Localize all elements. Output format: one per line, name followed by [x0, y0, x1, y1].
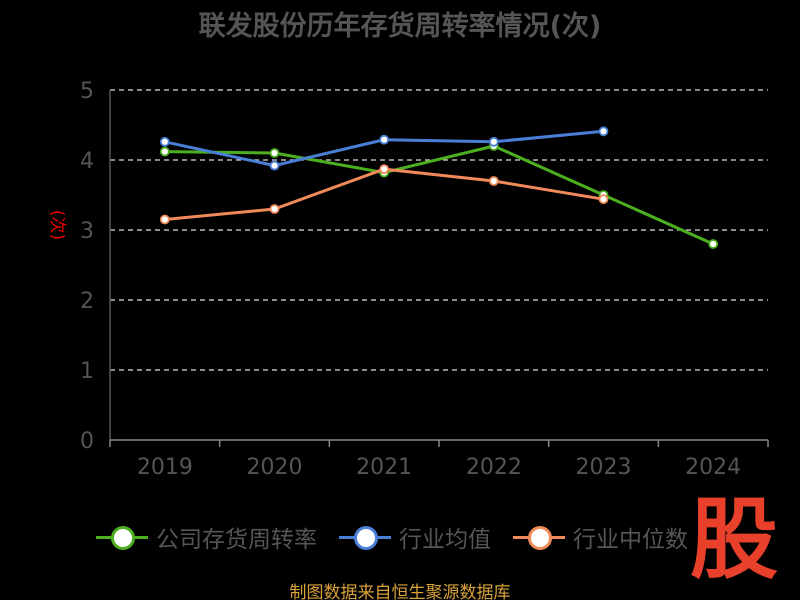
y-tick-label: 4 [80, 149, 94, 174]
legend-swatch-industry-mean [339, 525, 391, 550]
data-point [269, 204, 280, 214]
x-tick-label: 2021 [356, 455, 412, 480]
x-tick-label: 2019 [137, 455, 193, 480]
legend-swatch-industry-median [513, 525, 565, 550]
y-tick-label: 1 [80, 359, 94, 384]
data-point [159, 214, 170, 225]
legend: 公司存货周转率 行业均值 行业中位数 [96, 520, 710, 554]
watermark-logo: 股 [690, 488, 779, 591]
y-tick-label: 0 [80, 429, 94, 454]
source-note: 制图数据来自恒生聚源数据库 [289, 583, 511, 600]
data-point [598, 126, 609, 137]
y-axis-title: (次) [47, 210, 67, 240]
legend-swatch-company [96, 525, 148, 550]
legend-item-industry-mean[interactable]: 行业均值 [339, 520, 491, 554]
legend-label-company: 公司存货周转率 [156, 527, 317, 553]
data-point [708, 239, 719, 249]
series-line-0 [164, 144, 714, 246]
x-tick-label: 2020 [247, 455, 303, 480]
x-tick-label: 2023 [576, 455, 632, 480]
legend-label-industry-median: 行业中位数 [573, 527, 688, 553]
chart-title: 联发股份历年存货周转率情况(次) [198, 11, 602, 42]
data-point [598, 194, 609, 205]
data-point [269, 148, 280, 158]
data-point [488, 136, 499, 147]
data-point [379, 164, 390, 175]
data-point [488, 176, 499, 186]
legend-label-industry-mean: 行业均值 [399, 527, 491, 553]
y-tick-label: 5 [80, 79, 94, 104]
data-point [379, 134, 390, 145]
data-point [159, 136, 170, 147]
data-point [159, 146, 170, 157]
x-tick-label: 2022 [466, 455, 522, 480]
y-tick-label: 3 [80, 219, 94, 244]
data-point [269, 160, 280, 171]
y-tick-label: 2 [80, 289, 94, 314]
legend-item-industry-median[interactable]: 行业中位数 [513, 520, 688, 554]
x-tick-label: 2024 [685, 455, 741, 480]
legend-item-company[interactable]: 公司存货周转率 [96, 520, 317, 554]
